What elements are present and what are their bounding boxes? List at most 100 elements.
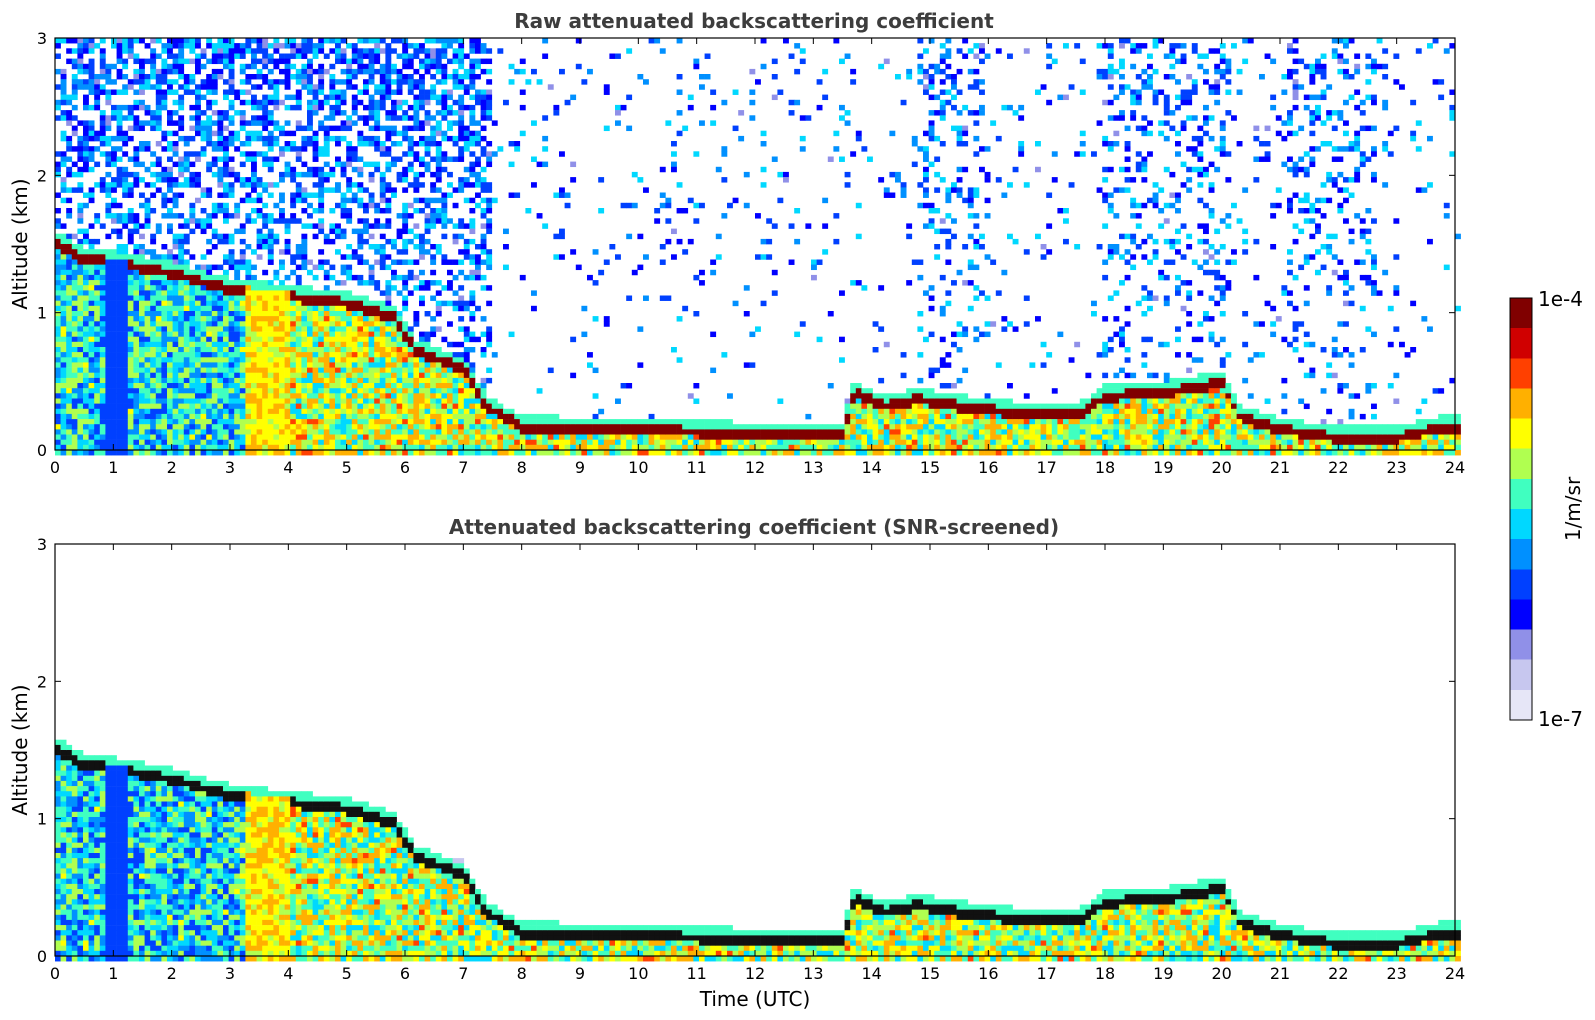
- heatmap-cell: [307, 444, 313, 451]
- heatmap-cell: [99, 450, 106, 456]
- heatmap-cell: [66, 388, 73, 394]
- heatmap-cell: [88, 285, 95, 291]
- heatmap-cell: [385, 444, 392, 451]
- heatmap-cell: [419, 48, 425, 54]
- heatmap-cell: [239, 341, 246, 348]
- heatmap-cell: [351, 450, 358, 456]
- heatmap-cell: [83, 259, 89, 265]
- heatmap-cell: [172, 280, 179, 286]
- heatmap-cell: [553, 424, 560, 430]
- heatmap-cell: [155, 89, 162, 95]
- heatmap-cell: [122, 321, 129, 327]
- heatmap-cell: [413, 347, 420, 353]
- heatmap-cell: [452, 429, 459, 435]
- heatmap-cell: [71, 393, 78, 399]
- heatmap-cell: [83, 450, 89, 456]
- heatmap-cell: [346, 357, 353, 363]
- heatmap-cell: [396, 79, 403, 85]
- heatmap-cell: [374, 388, 381, 394]
- heatmap-cell: [245, 89, 252, 95]
- heatmap-cell: [323, 321, 330, 327]
- heatmap-cell: [458, 74, 465, 80]
- heatmap-cell: [211, 89, 218, 95]
- heatmap-cell: [55, 305, 61, 312]
- heatmap-cell: [575, 444, 582, 451]
- heatmap-cell: [111, 362, 117, 368]
- heatmap-cell: [71, 94, 78, 101]
- heatmap-cell: [379, 182, 386, 188]
- heatmap-cell: [77, 120, 84, 126]
- heatmap-cell: [262, 156, 269, 162]
- heatmap-cell: [374, 413, 381, 420]
- heatmap-cell: [60, 398, 67, 404]
- heatmap-cell: [346, 269, 353, 276]
- heatmap-cell: [155, 429, 162, 435]
- heatmap-cell: [228, 383, 235, 389]
- heatmap-cell: [312, 321, 319, 327]
- heatmap-cell: [77, 48, 84, 54]
- heatmap-cell: [256, 177, 263, 183]
- heatmap-cell: [346, 58, 353, 65]
- heatmap-cell: [116, 377, 123, 384]
- heatmap-cell: [279, 300, 285, 307]
- heatmap-cell: [127, 331, 134, 338]
- heatmap-cell: [480, 259, 487, 265]
- heatmap-cell: [256, 347, 263, 353]
- heatmap-cell: [251, 208, 257, 214]
- heatmap-cell: [323, 383, 330, 389]
- heatmap-cell: [508, 450, 515, 456]
- heatmap-cell: [77, 434, 84, 440]
- heatmap-cell: [318, 89, 325, 95]
- heatmap-cell: [435, 187, 442, 193]
- heatmap-cell: [391, 326, 397, 332]
- heatmap-cell: [172, 141, 179, 147]
- heatmap-cell: [94, 434, 101, 440]
- heatmap-cell: [122, 177, 129, 183]
- heatmap-cell: [419, 141, 425, 147]
- heatmap-cell: [66, 367, 73, 374]
- heatmap-cell: [430, 450, 437, 456]
- heatmap-cell: [340, 434, 347, 440]
- heatmap-cell: [491, 429, 498, 435]
- heatmap-cell: [318, 79, 325, 85]
- heatmap-cell: [536, 419, 543, 425]
- heatmap-cell: [480, 208, 487, 214]
- heatmap-cell: [116, 269, 123, 276]
- heatmap-cell: [295, 321, 302, 327]
- heatmap-cell: [127, 450, 134, 456]
- heatmap-cell: [267, 146, 274, 152]
- heatmap-cell: [323, 259, 330, 265]
- heatmap-cell: [211, 244, 218, 250]
- heatmap-cell: [245, 316, 252, 322]
- heatmap-cell: [469, 408, 476, 415]
- heatmap-cell: [150, 38, 157, 44]
- heatmap-cell: [340, 228, 347, 235]
- heatmap-cell: [363, 439, 369, 446]
- heatmap-cell: [133, 331, 140, 338]
- heatmap-cell: [469, 74, 476, 80]
- heatmap-cell: [111, 444, 117, 451]
- heatmap-cell: [94, 74, 101, 80]
- heatmap-cell: [396, 259, 403, 265]
- heatmap-cell: [435, 146, 442, 152]
- heatmap-cell: [615, 254, 621, 260]
- heatmap-cell: [469, 377, 476, 384]
- heatmap-cell: [133, 68, 140, 75]
- heatmap-cell: [346, 146, 353, 152]
- heatmap-cell: [223, 285, 229, 291]
- heatmap-cell: [340, 192, 347, 198]
- heatmap-cell: [424, 120, 431, 126]
- heatmap-cell: [357, 357, 364, 363]
- heatmap-cell: [206, 403, 213, 410]
- heatmap-cell: [374, 424, 381, 430]
- heatmap-cell: [155, 444, 162, 451]
- heatmap-cell: [295, 393, 302, 399]
- heatmap-cell: [385, 161, 392, 168]
- heatmap-cell: [458, 58, 465, 65]
- heatmap-cell: [329, 89, 336, 95]
- heatmap-cell: [458, 120, 465, 126]
- heatmap-cell: [402, 388, 409, 394]
- heatmap-cell: [363, 141, 369, 147]
- heatmap-cell: [402, 336, 409, 343]
- heatmap-cell: [83, 331, 89, 338]
